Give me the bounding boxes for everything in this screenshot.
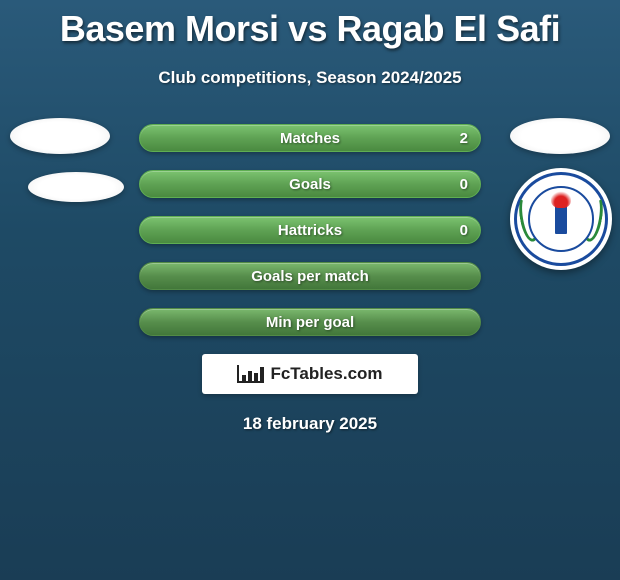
placeholder-ellipse: [510, 118, 610, 154]
stat-right-value: 0: [460, 171, 468, 197]
stat-bar-goals: Goals 0: [139, 170, 481, 198]
stat-bar-min-per-goal: Min per goal: [139, 308, 481, 336]
player-left-avatar: [10, 118, 110, 218]
stat-right-value: 0: [460, 217, 468, 243]
stat-bar-matches: Matches 2: [139, 124, 481, 152]
stats-bars: Matches 2 Goals 0 Hattricks 0 Goals per …: [139, 124, 481, 336]
page-title: Basem Morsi vs Ragab El Safi: [0, 0, 620, 50]
generated-date: 18 february 2025: [0, 414, 620, 434]
placeholder-ellipse: [28, 172, 124, 202]
logo-text: FcTables.com: [270, 364, 382, 384]
club-badge-icon: [510, 168, 612, 270]
stat-label: Goals per match: [251, 268, 369, 285]
stat-bar-hattricks: Hattricks 0: [139, 216, 481, 244]
page-subtitle: Club competitions, Season 2024/2025: [0, 68, 620, 88]
bar-chart-icon: [237, 365, 264, 383]
player-right-avatar: [510, 118, 610, 218]
placeholder-ellipse: [10, 118, 110, 154]
stat-label: Goals: [289, 176, 331, 193]
stat-label: Matches: [280, 130, 340, 147]
stat-bar-goals-per-match: Goals per match: [139, 262, 481, 290]
stat-label: Hattricks: [278, 222, 342, 239]
stat-label: Min per goal: [266, 314, 354, 331]
stat-right-value: 2: [460, 125, 468, 151]
source-logo: FcTables.com: [202, 354, 418, 394]
